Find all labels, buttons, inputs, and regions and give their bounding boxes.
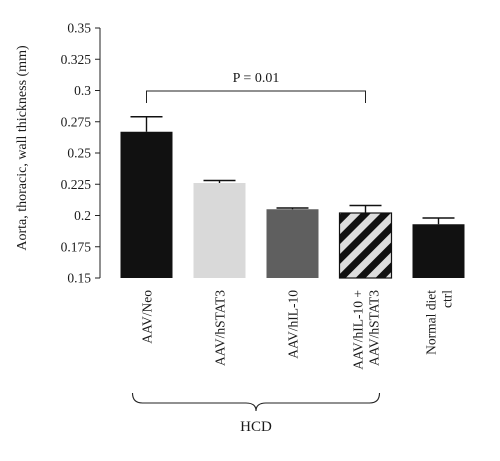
y-tick-label: 0.2 <box>74 208 91 223</box>
significance-annotation: P = 0.01 <box>146 71 366 103</box>
bars <box>120 131 465 279</box>
category-labels: AAV/Neo AAV/hSTAT3 AAV/hIL-10 AAV/hIL-10 + A… <box>140 290 455 370</box>
error-bars <box>130 116 455 225</box>
bar <box>266 209 319 278</box>
y-tick-label: 0.25 <box>67 146 91 161</box>
hcd-label: HCD <box>240 419 272 435</box>
category-label: Normal diet <box>424 290 439 355</box>
category-label: AAV/hSTAT3 <box>213 290 228 366</box>
y-axis-ticks: 0.15 0.175 0.2 0.225 0.25 0.275 0.3 0.325 0.35 <box>61 21 100 286</box>
category-label: AAV/hIL-10 + <box>351 290 366 370</box>
y-tick-label: 0.325 <box>61 52 92 67</box>
y-tick-label: 0.15 <box>67 271 91 286</box>
bar <box>193 183 246 278</box>
hcd-bracket <box>131 392 381 412</box>
group-bracket: HCD <box>131 392 381 435</box>
y-tick-label: 0.35 <box>67 21 91 36</box>
y-tick-label: 0.175 <box>61 239 92 254</box>
category-label: AAV/hSTAT3 <box>367 290 382 366</box>
category-label: AAV/Neo <box>140 290 155 344</box>
category-label: AAV/hIL-10 <box>286 290 301 359</box>
y-axis-label: Aorta, thoracic, wall thickness (mm) <box>15 45 30 251</box>
category-label: ctrl <box>440 290 455 308</box>
y-tick-label: 0.275 <box>61 114 92 129</box>
y-tick-label: 0.3 <box>74 83 91 98</box>
bar <box>412 224 465 278</box>
y-tick-label: 0.225 <box>61 177 92 192</box>
bar <box>120 131 173 278</box>
p-value-label: P = 0.01 <box>233 71 280 86</box>
significance-bracket <box>146 90 366 103</box>
bar <box>338 212 393 279</box>
